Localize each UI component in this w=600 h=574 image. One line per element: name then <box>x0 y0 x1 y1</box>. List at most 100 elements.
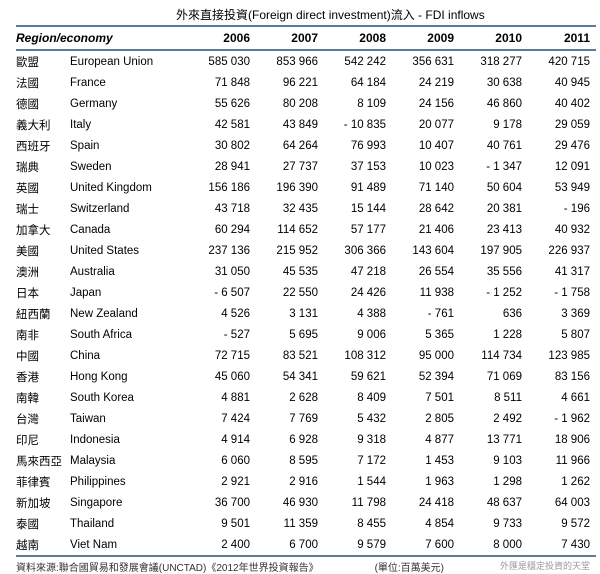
cell-value: 29 059 <box>528 114 596 135</box>
cell-value: 1 544 <box>324 471 392 492</box>
table-row: 南非South Africa- 5275 6959 0065 3651 2285… <box>16 324 596 345</box>
cell-value: 5 695 <box>256 324 324 345</box>
cell-value: 7 424 <box>188 408 256 429</box>
col-year-2011: 2011 <box>528 26 596 50</box>
region-zh: 印尼 <box>16 429 68 450</box>
region-zh: 瑞典 <box>16 156 68 177</box>
cell-value: 52 394 <box>392 366 460 387</box>
table-row: 紐西蘭New Zealand4 5263 1314 388- 7616363 3… <box>16 303 596 324</box>
cell-value: 43 718 <box>188 198 256 219</box>
region-en: China <box>68 345 188 366</box>
table-row: 澳洲Australia31 05045 53547 21826 55435 55… <box>16 261 596 282</box>
table-row: 瑞典Sweden28 94127 73737 15310 023- 1 3471… <box>16 156 596 177</box>
cell-value: 71 848 <box>188 72 256 93</box>
cell-value: 1 298 <box>460 471 528 492</box>
region-en: Singapore <box>68 492 188 513</box>
region-en: Sweden <box>68 156 188 177</box>
region-en: Japan <box>68 282 188 303</box>
cell-value: 64 003 <box>528 492 596 513</box>
cell-value: 114 652 <box>256 219 324 240</box>
table-row: 菲律賓Philippines2 9212 9161 5441 9631 2981… <box>16 471 596 492</box>
table-row: 加拿大Canada60 294114 65257 17721 40623 413… <box>16 219 596 240</box>
table-row: 日本Japan- 6 50722 55024 42611 938- 1 252-… <box>16 282 596 303</box>
cell-value: 11 798 <box>324 492 392 513</box>
cell-value: 4 854 <box>392 513 460 534</box>
cell-value: 10 407 <box>392 135 460 156</box>
cell-value: 5 365 <box>392 324 460 345</box>
cell-value: 156 186 <box>188 177 256 198</box>
cell-value: 1 963 <box>392 471 460 492</box>
cell-value: 83 156 <box>528 366 596 387</box>
table-title: 外來直接投資(Foreign direct investment)流入 - FD… <box>16 6 590 25</box>
region-en: New Zealand <box>68 303 188 324</box>
table-row: 香港Hong Kong45 06054 34159 62152 39471 06… <box>16 366 596 387</box>
cell-value: 30 802 <box>188 135 256 156</box>
cell-value: 23 413 <box>460 219 528 240</box>
cell-value: 26 554 <box>392 261 460 282</box>
col-year-2007: 2007 <box>256 26 324 50</box>
cell-value: 53 949 <box>528 177 596 198</box>
cell-value: 237 136 <box>188 240 256 261</box>
cell-value: 8 595 <box>256 450 324 471</box>
cell-value: 6 928 <box>256 429 324 450</box>
fdi-table-container: 外來直接投資(Foreign direct investment)流入 - FD… <box>0 0 600 547</box>
region-zh: 馬來西亞 <box>16 450 68 471</box>
cell-value: 24 156 <box>392 93 460 114</box>
table-row: 西班牙Spain30 80264 26476 99310 40740 76129… <box>16 135 596 156</box>
cell-value: 9 178 <box>460 114 528 135</box>
region-zh: 越南 <box>16 534 68 556</box>
table-row: 泰國Thailand9 50111 3598 4554 8549 7339 57… <box>16 513 596 534</box>
table-row: 中國China72 71583 521108 31295 000114 7341… <box>16 345 596 366</box>
table-row: 德國Germany55 62680 2088 10924 15646 86040… <box>16 93 596 114</box>
cell-value: 64 264 <box>256 135 324 156</box>
table-body: 歐盟European Union585 030853 966542 242356… <box>16 50 596 556</box>
cell-value: - 527 <box>188 324 256 345</box>
cell-value: 8 409 <box>324 387 392 408</box>
cell-value: 2 628 <box>256 387 324 408</box>
cell-value: - 1 962 <box>528 408 596 429</box>
table-row: 越南Viet Nam2 4006 7009 5797 6008 0007 430 <box>16 534 596 556</box>
cell-value: 45 535 <box>256 261 324 282</box>
col-year-2009: 2009 <box>392 26 460 50</box>
region-en: France <box>68 72 188 93</box>
region-en: Indonesia <box>68 429 188 450</box>
cell-value: 5 432 <box>324 408 392 429</box>
region-zh: 歐盟 <box>16 50 68 72</box>
cell-value: 6 700 <box>256 534 324 556</box>
cell-value: 9 572 <box>528 513 596 534</box>
cell-value: 54 341 <box>256 366 324 387</box>
cell-value: 71 069 <box>460 366 528 387</box>
cell-value: 9 579 <box>324 534 392 556</box>
cell-value: 41 317 <box>528 261 596 282</box>
cell-value: 9 006 <box>324 324 392 345</box>
footer-unit: (單位:百萬美元) <box>319 559 500 574</box>
region-en: European Union <box>68 50 188 72</box>
region-en: South Africa <box>68 324 188 345</box>
table-row: 法國France71 84896 22164 18424 21930 63840… <box>16 72 596 93</box>
cell-value: 7 172 <box>324 450 392 471</box>
cell-value: 143 604 <box>392 240 460 261</box>
cell-value: 9 318 <box>324 429 392 450</box>
col-year-2006: 2006 <box>188 26 256 50</box>
cell-value: 9 733 <box>460 513 528 534</box>
cell-value: 24 426 <box>324 282 392 303</box>
cell-value: 57 177 <box>324 219 392 240</box>
cell-value: 7 600 <box>392 534 460 556</box>
cell-value: 7 501 <box>392 387 460 408</box>
region-en: Taiwan <box>68 408 188 429</box>
cell-value: 4 526 <box>188 303 256 324</box>
cell-value: 3 369 <box>528 303 596 324</box>
region-zh: 日本 <box>16 282 68 303</box>
cell-value: 8 511 <box>460 387 528 408</box>
cell-value: 36 700 <box>188 492 256 513</box>
cell-value: 31 050 <box>188 261 256 282</box>
cell-value: 7 430 <box>528 534 596 556</box>
cell-value: 46 860 <box>460 93 528 114</box>
region-en: Italy <box>68 114 188 135</box>
region-zh: 中國 <box>16 345 68 366</box>
cell-value: 37 153 <box>324 156 392 177</box>
region-en: Malaysia <box>68 450 188 471</box>
region-zh: 德國 <box>16 93 68 114</box>
table-row: 美國United States237 136215 952306 366143 … <box>16 240 596 261</box>
cell-value: 45 060 <box>188 366 256 387</box>
